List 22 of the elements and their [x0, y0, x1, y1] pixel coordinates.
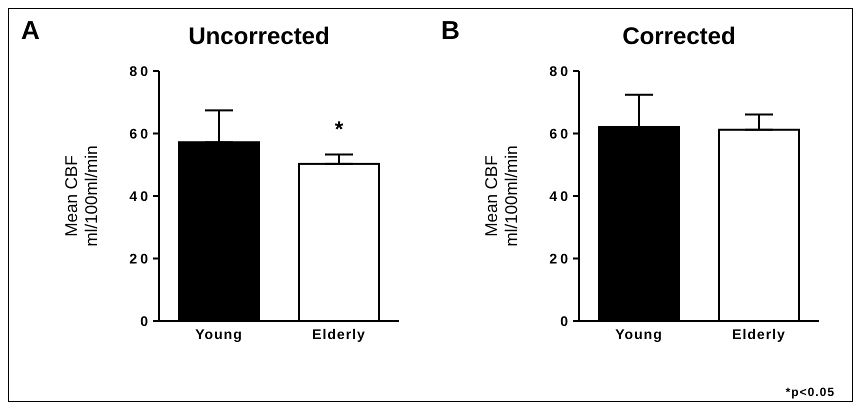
- y-tick-label: 60: [129, 125, 151, 142]
- y-tick-label: 60: [549, 125, 571, 142]
- y-tick-label: 40: [129, 188, 151, 204]
- y-tick-label: 0: [560, 312, 571, 329]
- x-tick-label: Young: [195, 326, 243, 342]
- y-tick-label: 80: [129, 62, 151, 79]
- y-tick-label: 0: [140, 312, 151, 329]
- text: B: [441, 15, 460, 46]
- text: *p<0.05: [786, 385, 835, 399]
- y-tick-label: 20: [129, 250, 151, 266]
- y-tick-label: 80: [549, 62, 571, 79]
- y-tick-label: 20: [549, 250, 571, 266]
- annotation: *: [334, 116, 344, 142]
- y-tick-label: 40: [549, 188, 571, 204]
- x-tick-label: Young: [615, 326, 663, 342]
- y-axis-title: Mean CBF ml/100ml/min: [482, 145, 521, 247]
- y-axis-title: Mean CBF ml/100ml/min: [62, 145, 101, 247]
- chart-title: Uncorrected: [187, 23, 331, 51]
- text: A: [21, 15, 40, 46]
- x-tick-label: Elderly: [312, 326, 366, 342]
- x-tick-label: Elderly: [732, 326, 786, 342]
- chart-title: Corrected: [621, 23, 737, 51]
